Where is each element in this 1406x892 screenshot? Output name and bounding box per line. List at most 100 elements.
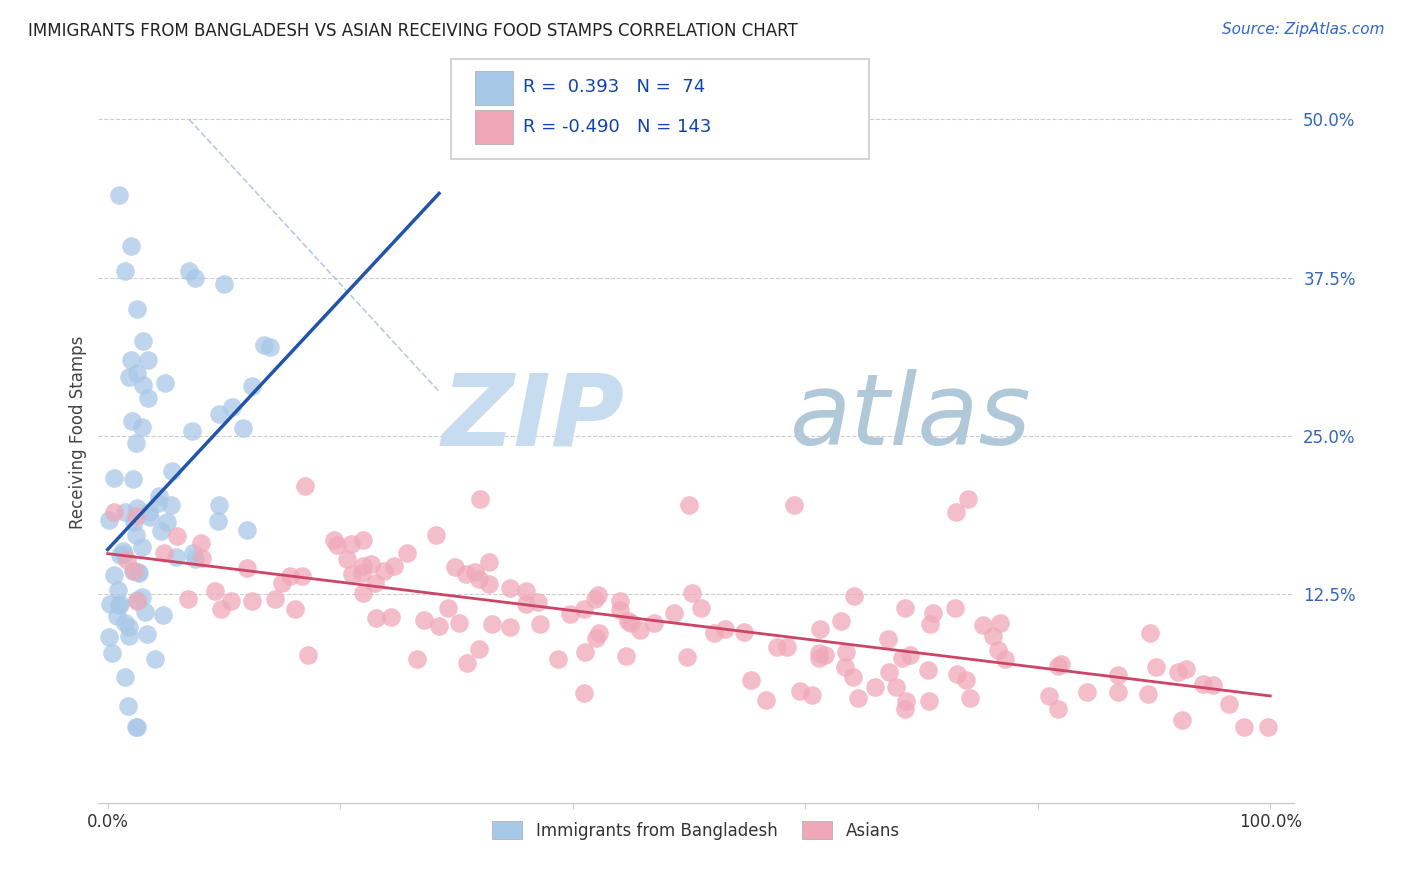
Point	[1202, 678, 1225, 692]
Point	[972, 618, 994, 632]
Point	[118, 629, 141, 643]
Point	[127, 566, 149, 580]
Point	[350, 566, 373, 581]
Point	[789, 683, 811, 698]
Point	[834, 660, 856, 674]
Point	[131, 334, 153, 348]
Point	[125, 528, 148, 542]
Point	[681, 586, 703, 600]
Point	[364, 575, 387, 590]
Point	[108, 188, 131, 202]
Point	[588, 626, 610, 640]
Point	[918, 617, 941, 632]
Point	[183, 546, 205, 560]
Point	[1076, 685, 1098, 699]
Point	[628, 623, 651, 637]
Point	[1137, 687, 1160, 701]
Point	[529, 617, 551, 632]
Point	[945, 505, 967, 519]
Point	[689, 601, 711, 615]
Point	[136, 627, 159, 641]
Point	[121, 564, 143, 578]
Point	[842, 589, 865, 603]
Point	[574, 645, 596, 659]
Point	[139, 510, 162, 524]
Point	[662, 607, 685, 621]
Point	[148, 489, 170, 503]
Point	[733, 625, 755, 640]
Point	[115, 553, 138, 567]
Point	[125, 501, 148, 516]
Point	[131, 591, 153, 605]
Point	[118, 370, 141, 384]
Point	[208, 407, 231, 421]
Point	[877, 632, 900, 646]
Point	[766, 640, 789, 654]
Point	[270, 576, 292, 591]
Point	[340, 566, 363, 581]
Point	[481, 616, 503, 631]
Point	[643, 615, 665, 630]
Point	[894, 702, 917, 716]
Point	[863, 681, 886, 695]
Point	[382, 558, 405, 573]
Point	[406, 651, 429, 665]
Point	[425, 528, 447, 542]
Point	[782, 499, 804, 513]
Point	[208, 499, 231, 513]
Point	[703, 626, 725, 640]
Point	[437, 600, 460, 615]
Point	[156, 515, 179, 529]
Point	[111, 543, 134, 558]
Point	[478, 555, 501, 569]
Point	[609, 593, 631, 607]
Point	[166, 529, 188, 543]
Point	[515, 597, 537, 611]
Point	[159, 499, 181, 513]
Point	[150, 524, 173, 538]
Point	[609, 603, 631, 617]
Point	[138, 505, 160, 519]
Text: IMMIGRANTS FROM BANGLADESH VS ASIAN RECEIVING FOOD STAMPS CORRELATION CHART: IMMIGRANTS FROM BANGLADESH VS ASIAN RECE…	[28, 22, 797, 40]
Point	[894, 694, 917, 708]
Point	[209, 602, 232, 616]
Point	[138, 391, 160, 405]
Point	[427, 618, 450, 632]
Point	[988, 615, 1011, 630]
Point	[498, 620, 520, 634]
Legend: Immigrants from Bangladesh, Asians: Immigrants from Bangladesh, Asians	[485, 814, 907, 847]
Point	[352, 585, 374, 599]
Point	[456, 567, 478, 582]
Point	[447, 615, 470, 630]
Point	[515, 584, 537, 599]
Point	[101, 646, 124, 660]
Point	[118, 620, 141, 634]
Point	[120, 352, 142, 367]
Point	[917, 663, 939, 677]
Point	[125, 720, 148, 734]
Point	[103, 505, 125, 519]
Point	[108, 548, 131, 562]
Point	[122, 472, 145, 486]
Point	[830, 614, 852, 628]
Point	[114, 615, 136, 630]
Point	[620, 616, 643, 631]
Point	[1257, 720, 1279, 734]
Point	[478, 577, 501, 591]
Point	[232, 421, 254, 435]
Point	[994, 652, 1017, 666]
Point	[212, 277, 235, 291]
Point	[114, 264, 136, 278]
Point	[143, 651, 166, 665]
Point	[97, 630, 120, 644]
Point	[162, 464, 184, 478]
Point	[678, 499, 700, 513]
Point	[1107, 685, 1129, 699]
Point	[108, 599, 131, 613]
Point	[444, 560, 467, 574]
Point	[373, 565, 395, 579]
Point	[252, 338, 274, 352]
Point	[558, 607, 581, 621]
Point	[108, 598, 131, 612]
Point	[987, 643, 1010, 657]
